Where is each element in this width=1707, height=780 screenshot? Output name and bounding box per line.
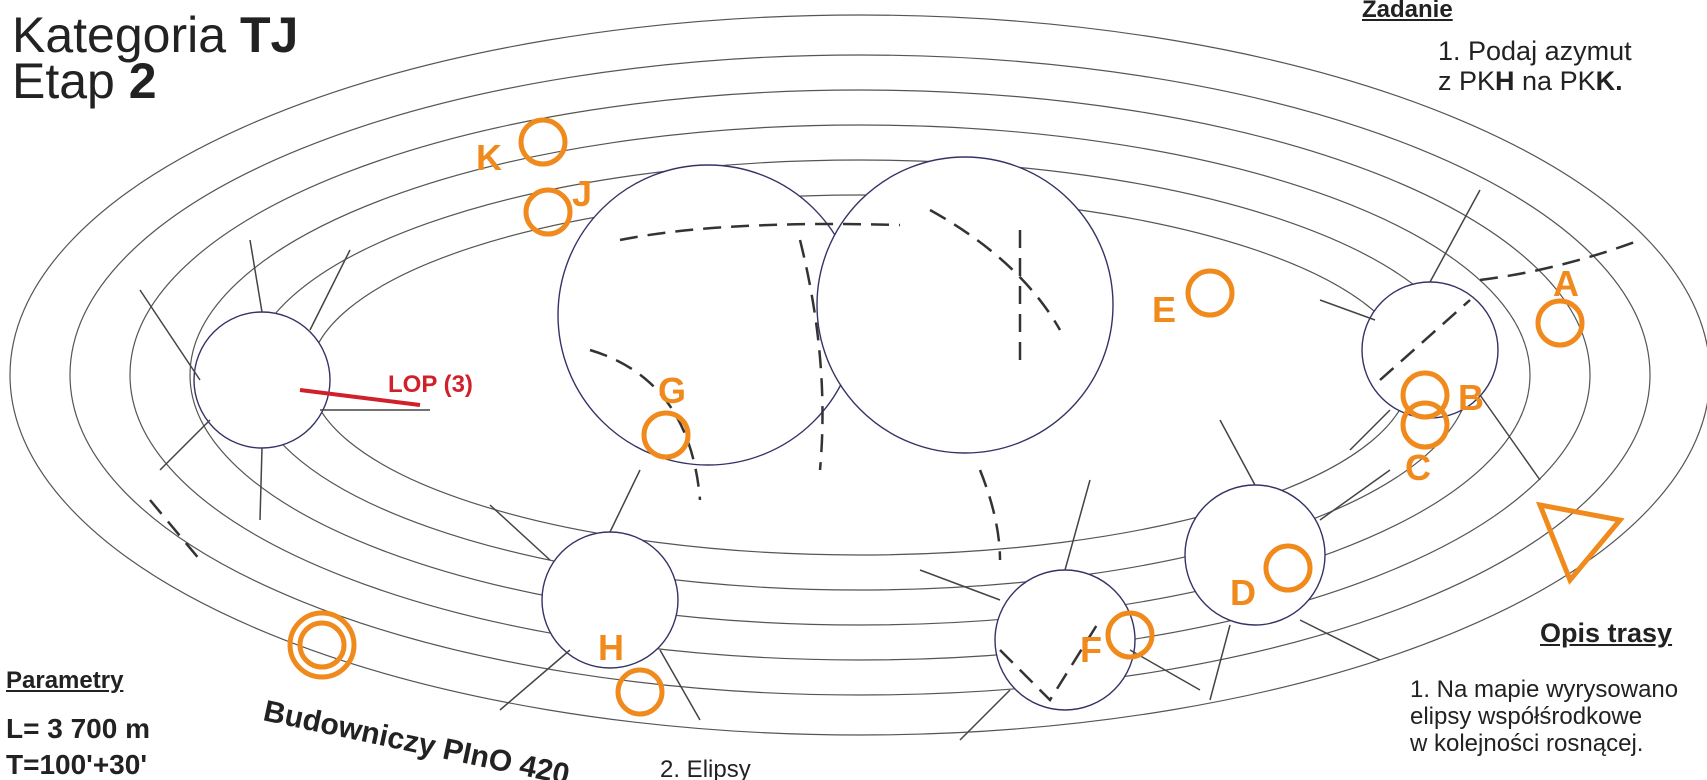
title-prefix: Kategoria (12, 7, 227, 63)
control-label: A (1553, 263, 1579, 304)
control-label: B (1458, 377, 1484, 418)
text: z PK (1438, 66, 1496, 96)
task: 1. Podaj azymut z PKH na PKK. (1438, 36, 1632, 96)
control-label: C (1405, 447, 1431, 488)
task-line: z PKH na PKK. (1438, 66, 1632, 96)
route-line: 1. Na mapie wyrysowano (1410, 676, 1679, 703)
text: H (1495, 66, 1515, 96)
map-circles (193, 156, 1499, 711)
length: L= 3 700 m (6, 713, 150, 744)
start-triangle (1535, 501, 1625, 585)
route: 1. Na mapie wyrysowano elipsy współśrodk… (1410, 676, 1678, 757)
route-next: 2. Elipsy (660, 756, 751, 780)
route-heading: Opis trasy (1540, 618, 1673, 648)
control-label: F (1080, 629, 1102, 670)
task-line: 1. Podaj azymut (1438, 36, 1632, 66)
stage-number: 2 (128, 53, 157, 109)
lop-line (299, 388, 421, 407)
lop-label: LOP (3) (388, 371, 473, 398)
finish (287, 610, 357, 680)
control-circle (1400, 370, 1450, 420)
control-label: G (658, 370, 686, 411)
control-circle (1105, 610, 1155, 660)
control-label: K (476, 137, 502, 178)
text: K. (1595, 66, 1623, 96)
title: Kategoria TJ (12, 10, 298, 60)
control-circle (615, 667, 665, 717)
title-category: TJ (239, 7, 299, 63)
control-circle (1263, 543, 1313, 593)
stage-prefix: Etap (12, 53, 115, 109)
control-circle (518, 117, 568, 167)
control-label: H (598, 627, 624, 668)
map-features (149, 208, 1641, 702)
spikes (139, 189, 1541, 741)
stage: Etap 2 (12, 56, 157, 106)
task-heading: Zadanie (1362, 0, 1453, 23)
text: na PK (1514, 66, 1596, 96)
time: T=100'+30' (6, 749, 147, 780)
parameters-heading: Parametry (6, 667, 124, 694)
control-circle (641, 410, 691, 460)
control-label: J (572, 173, 592, 214)
control-label: D (1230, 572, 1256, 613)
route-line: w kolejności rosnącej. (1410, 730, 1644, 757)
builder: Budowniczy PInO 420 (261, 695, 573, 780)
control-circle (1185, 268, 1235, 318)
route-line: elipsy współśrodkowe (1410, 703, 1643, 730)
control-circle (1400, 400, 1450, 450)
control-circle (523, 187, 573, 237)
control-label: E (1152, 289, 1176, 330)
control-circle (1535, 298, 1585, 348)
